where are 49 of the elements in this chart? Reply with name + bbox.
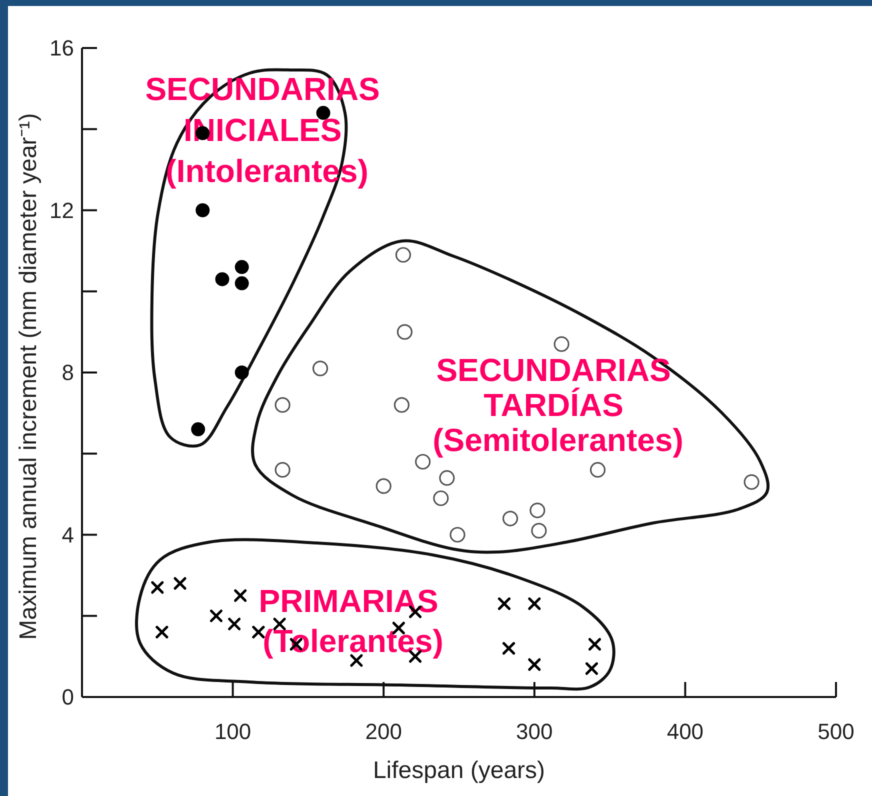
point (234, 276, 249, 290)
annotation: SECUNDARIAS TARDÍAS (Semitolerantes) (432, 352, 684, 458)
x-tick-label: 300 (516, 719, 553, 744)
point (312, 360, 328, 376)
x-axis-title: Lifespan (years) (372, 757, 546, 784)
point (274, 462, 290, 478)
point (450, 526, 466, 543)
point (274, 397, 290, 413)
point (234, 589, 247, 602)
point (215, 272, 230, 286)
point (530, 502, 546, 518)
point (395, 247, 412, 263)
point (531, 522, 547, 538)
y-tick-label: 4 (62, 522, 74, 548)
x-tick-label: 400 (666, 719, 704, 744)
point (376, 478, 392, 494)
x-tick-label: 200 (365, 719, 402, 744)
point (234, 366, 249, 380)
x-tick-label: 100 (214, 719, 252, 744)
point (590, 462, 606, 478)
point (502, 510, 518, 526)
point (554, 336, 570, 352)
point (415, 454, 431, 470)
point (439, 470, 455, 486)
y-tick-label: 8 (62, 360, 74, 386)
point (151, 581, 164, 594)
point (394, 397, 410, 413)
point (174, 577, 186, 590)
point (196, 203, 210, 218)
point (528, 658, 541, 671)
point (744, 474, 760, 490)
point (502, 642, 516, 655)
x-tick-label: 500 (818, 719, 854, 744)
point (228, 618, 241, 630)
point (210, 610, 223, 622)
point (156, 626, 168, 638)
y-axis-title: Maximum annual increment (mm diameter year⁻¹) (15, 113, 42, 640)
y-tick-label: 0 (62, 684, 74, 710)
point (191, 422, 206, 436)
y-tick-label: 12 (50, 198, 74, 223)
point (585, 662, 598, 675)
point (433, 490, 449, 506)
point (252, 626, 265, 638)
point (234, 260, 249, 274)
point (588, 638, 602, 651)
y-tick-label: 16 (50, 36, 74, 61)
point (498, 597, 511, 610)
point (396, 324, 413, 340)
point (528, 597, 541, 610)
